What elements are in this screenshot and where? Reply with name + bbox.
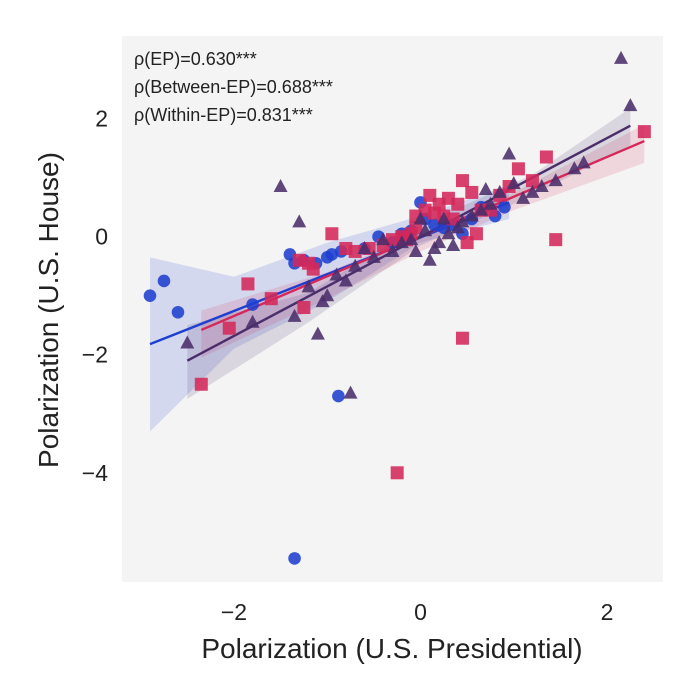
data-point-triangle (310, 326, 325, 340)
data-point-triangle (376, 232, 391, 246)
data-point-triangle (315, 294, 330, 308)
data-point-triangle (292, 214, 307, 228)
y-tick-label: 0 (95, 224, 108, 250)
data-point-square (637, 125, 651, 139)
annotation-between-ep: ρ(Between-EP)=0.688*** (134, 77, 333, 97)
x-tick-label: −2 (221, 599, 247, 625)
data-point-triangle (614, 50, 629, 64)
data-point-triangle (548, 173, 563, 187)
data-point-triangle (483, 196, 498, 210)
data-point-square (455, 331, 469, 345)
data-point-triangle (450, 220, 465, 234)
data-point-triangle (474, 202, 489, 216)
data-point-triangle (301, 279, 316, 293)
data-point-triangle (180, 335, 195, 349)
data-point-triangle (343, 385, 358, 399)
data-point-triangle (408, 243, 423, 257)
data-point-square (409, 221, 423, 235)
y-tick-label: −2 (82, 342, 108, 368)
data-point-triangle (534, 179, 549, 193)
data-point-triangle (478, 181, 493, 195)
y-tick-label: −4 (82, 460, 108, 486)
annotation-ep: ρ(EP)=0.630*** (134, 49, 257, 69)
data-point-triangle (245, 314, 260, 328)
data-point-triangle (287, 308, 302, 322)
data-point-triangle (413, 211, 428, 225)
data-point-triangle (525, 184, 540, 198)
data-point-square (511, 162, 525, 176)
data-point-circle (157, 274, 171, 288)
data-point-square (325, 227, 339, 241)
data-point-square (539, 150, 553, 164)
x-tick-labels: −2 0 2 (221, 599, 614, 625)
data-point-triangle (623, 98, 638, 112)
confidence-band-triangle (187, 108, 631, 399)
data-point-triangle (567, 161, 582, 175)
data-point-square (297, 301, 311, 315)
data-point-triangle (441, 226, 456, 240)
data-point-square (390, 466, 404, 480)
data-point-square (222, 321, 236, 335)
data-point-circle (288, 552, 301, 565)
x-tick-label: 2 (601, 599, 614, 625)
data-point-triangle (348, 258, 363, 272)
data-point-circle (246, 298, 259, 311)
data-point-triangle (404, 232, 419, 246)
x-axis-label: Polarization (U.S. Presidential) (201, 633, 582, 664)
data-point-square (465, 185, 479, 199)
data-point-circle (332, 389, 345, 403)
data-point-triangle (492, 184, 507, 198)
data-point-square (306, 262, 320, 276)
data-point-triangle (357, 240, 372, 254)
y-axis-label: Polarization (U.S. House) (33, 152, 64, 468)
data-point-triangle (418, 223, 433, 237)
data-point-square (423, 188, 437, 202)
data-point-square (446, 212, 460, 226)
data-point-circle (171, 305, 185, 319)
annotation-within-ep: ρ(Within-EP)=0.831*** (134, 105, 313, 125)
data-point-square (460, 236, 474, 250)
data-point-triangle (516, 190, 531, 204)
data-point-triangle (422, 252, 437, 266)
data-point-triangle (329, 267, 344, 281)
data-point-triangle (385, 243, 400, 257)
data-point-square (339, 241, 353, 255)
data-point-triangle (273, 179, 288, 193)
data-point-square (264, 292, 278, 306)
data-point-triangle (464, 208, 479, 222)
data-point-triangle (427, 240, 442, 254)
plot-area (122, 36, 663, 582)
x-tick-label: 0 (414, 599, 427, 625)
data-point-circle (498, 200, 511, 214)
data-point-triangle (506, 176, 521, 190)
data-point-square (194, 377, 208, 391)
data-points (143, 50, 651, 565)
data-point-triangle (446, 238, 461, 252)
data-point-square (525, 174, 539, 188)
data-point-square (292, 253, 306, 267)
data-point-square (455, 174, 469, 188)
data-point-square (549, 233, 563, 247)
data-point-triangle (366, 249, 381, 263)
y-tick-label: 2 (95, 106, 108, 132)
y-tick-labels: −4 −2 0 2 (82, 106, 108, 486)
data-point-triangle (436, 211, 451, 225)
data-point-circle (143, 289, 157, 303)
data-point-triangle (394, 235, 409, 249)
data-point-square (241, 277, 255, 291)
data-point-triangle (502, 146, 517, 160)
data-point-triangle (576, 155, 591, 169)
data-point-triangle (338, 273, 353, 287)
